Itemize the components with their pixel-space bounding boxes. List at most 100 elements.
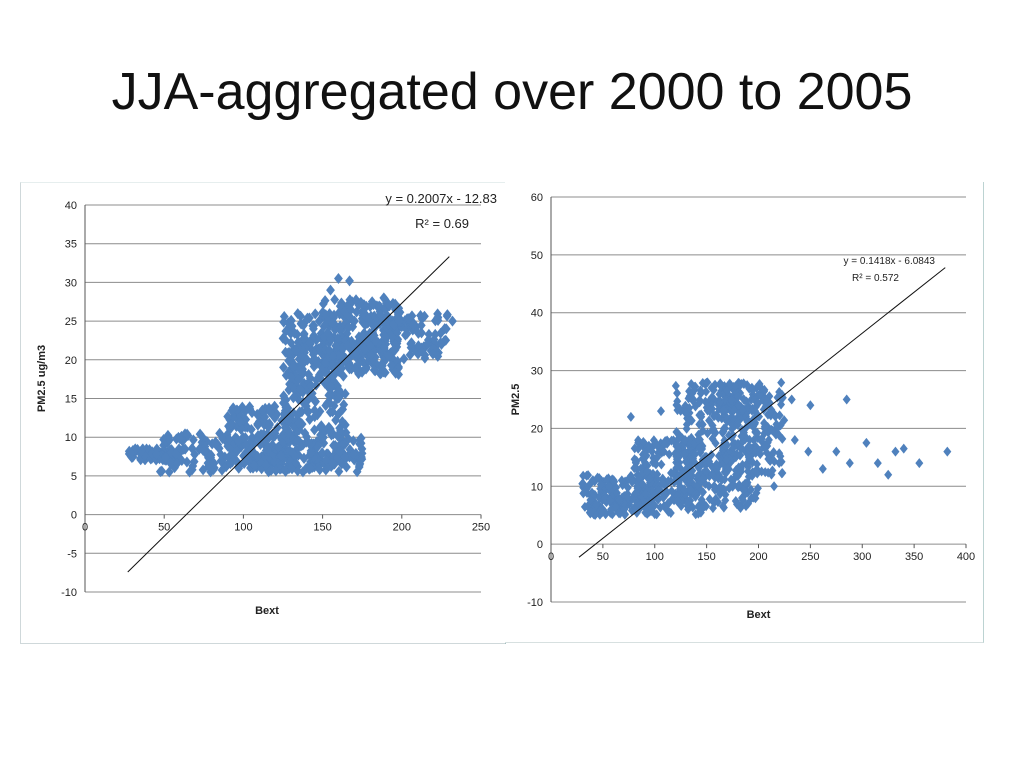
data-point xyxy=(369,299,378,311)
data-point xyxy=(606,495,615,506)
data-point xyxy=(340,388,350,400)
data-point xyxy=(285,444,295,456)
data-point xyxy=(358,308,368,320)
data-point xyxy=(389,344,399,356)
data-point xyxy=(748,385,757,396)
data-point xyxy=(310,404,319,416)
data-point xyxy=(188,434,198,446)
data-point xyxy=(884,469,893,480)
data-point xyxy=(721,411,730,422)
data-point xyxy=(330,324,340,336)
data-point xyxy=(763,437,772,448)
data-point xyxy=(437,338,446,350)
data-point xyxy=(727,395,736,406)
data-point xyxy=(708,503,717,514)
data-point xyxy=(711,427,720,438)
data-point xyxy=(393,306,403,318)
data-point xyxy=(722,454,731,465)
data-point xyxy=(377,360,387,372)
data-point xyxy=(691,381,700,392)
data-point xyxy=(745,441,754,452)
data-point xyxy=(315,421,325,433)
data-point xyxy=(324,389,334,401)
data-point xyxy=(680,449,689,460)
data-point xyxy=(299,452,309,464)
data-point xyxy=(333,430,342,442)
data-point xyxy=(650,500,659,511)
data-point xyxy=(326,381,336,393)
data-point xyxy=(294,417,304,429)
data-point xyxy=(344,433,353,445)
data-point xyxy=(587,507,596,518)
data-point xyxy=(718,501,727,512)
data-point xyxy=(281,325,291,337)
data-point xyxy=(155,466,165,478)
data-point xyxy=(276,432,286,444)
data-point xyxy=(258,404,267,416)
y-tick-label: 20 xyxy=(531,423,543,435)
data-point xyxy=(126,447,136,459)
data-point xyxy=(326,284,335,296)
data-point xyxy=(310,411,320,423)
data-point xyxy=(659,446,668,457)
data-point xyxy=(345,275,354,287)
data-point xyxy=(308,348,318,360)
data-point xyxy=(705,494,714,505)
data-point xyxy=(362,335,372,347)
data-point xyxy=(671,380,680,391)
data-point xyxy=(765,408,774,419)
data-point xyxy=(596,479,605,490)
data-point xyxy=(324,421,334,433)
data-point xyxy=(376,309,385,321)
x-tick-label: 300 xyxy=(853,551,871,563)
data-point xyxy=(302,431,311,443)
data-point xyxy=(753,427,762,438)
data-point xyxy=(189,456,199,468)
data-point xyxy=(388,318,398,330)
data-point xyxy=(190,448,200,460)
data-point xyxy=(337,416,347,428)
chart-panel-right: -10 0 10 20 30 40 50 60 0 50 100 150 200 250 300 350 400… xyxy=(505,182,984,643)
data-point xyxy=(687,415,696,426)
data-point xyxy=(367,330,377,342)
data-point xyxy=(842,394,851,405)
data-point xyxy=(402,328,412,340)
data-point xyxy=(253,418,262,430)
data-point xyxy=(384,299,394,311)
data-point xyxy=(582,483,591,494)
data-point xyxy=(744,498,753,509)
data-point xyxy=(615,495,624,506)
data-point xyxy=(630,443,639,454)
y-tick-label: 60 xyxy=(531,192,543,204)
data-point xyxy=(323,327,332,339)
data-point xyxy=(579,488,588,499)
data-point xyxy=(682,423,691,434)
data-point xyxy=(183,430,193,442)
data-point xyxy=(417,327,426,339)
data-point xyxy=(716,481,725,492)
data-point xyxy=(764,454,773,465)
trendline xyxy=(578,267,946,558)
data-point xyxy=(306,380,316,392)
data-point xyxy=(420,310,429,322)
data-point xyxy=(638,453,647,464)
data-point xyxy=(695,443,704,454)
data-point xyxy=(760,384,769,395)
data-point xyxy=(600,493,609,504)
data-point xyxy=(324,361,333,373)
data-point xyxy=(279,361,288,373)
data-point xyxy=(303,384,312,396)
data-point xyxy=(247,407,257,419)
data-point xyxy=(266,464,276,476)
data-point xyxy=(333,380,342,392)
data-point xyxy=(315,464,325,476)
data-point xyxy=(414,340,423,352)
data-point xyxy=(862,437,871,448)
data-point xyxy=(335,439,345,451)
data-point xyxy=(284,407,294,419)
data-point xyxy=(321,399,331,411)
data-point xyxy=(241,439,251,451)
data-point xyxy=(379,342,389,354)
data-point xyxy=(645,473,654,484)
x-tick-label: 400 xyxy=(957,551,975,563)
